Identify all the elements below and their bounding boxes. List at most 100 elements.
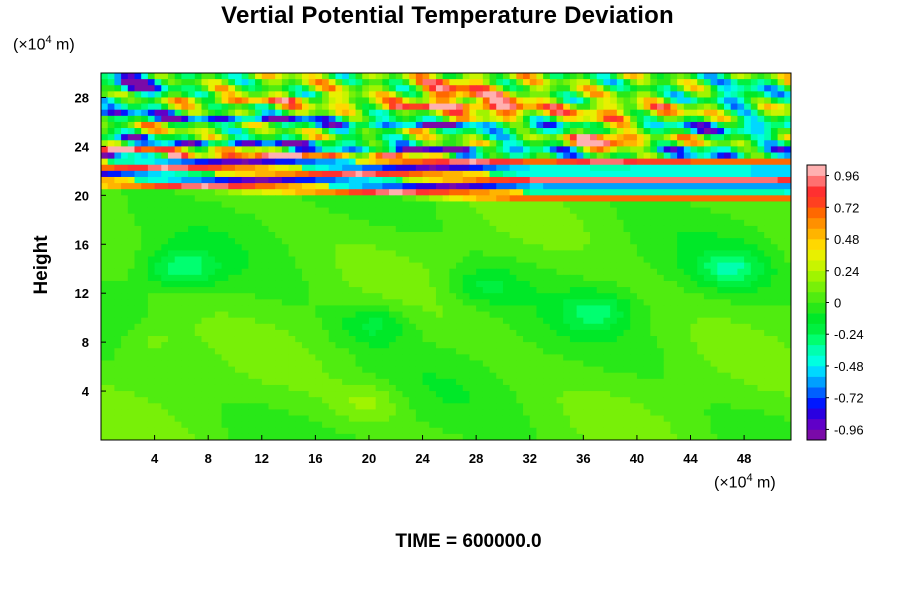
heatmap-cell (241, 348, 249, 355)
heatmap-cell (757, 262, 765, 270)
heatmap-cell (697, 134, 705, 141)
heatmap-cell (288, 152, 296, 160)
heatmap-cell (643, 73, 651, 80)
heatmap-cell (569, 97, 578, 104)
heatmap-cell (784, 170, 792, 178)
heatmap-cell (241, 152, 249, 160)
heatmap-cell (449, 232, 457, 239)
heatmap-cell (603, 85, 611, 92)
heatmap-cell (368, 225, 377, 233)
heatmap-cell (469, 134, 477, 141)
heatmap-cell (429, 207, 437, 215)
heatmap-cell (643, 85, 651, 92)
heatmap-cell (757, 170, 765, 178)
heatmap-cell (730, 201, 738, 208)
heatmap-cell (616, 195, 624, 202)
heatmap-cell (248, 201, 256, 208)
heatmap-cell (161, 115, 169, 123)
heatmap-cell (127, 158, 135, 166)
heatmap-cell (328, 85, 336, 92)
heatmap-cell (161, 140, 169, 147)
heatmap-cell (710, 274, 718, 282)
heatmap-cell (563, 91, 571, 98)
heatmap-cell (703, 189, 712, 196)
heatmap-cell (556, 134, 564, 141)
heatmap-cell (255, 366, 263, 374)
heatmap-cell (214, 342, 222, 349)
heatmap-cell (228, 91, 236, 98)
heatmap-cell (134, 238, 142, 245)
heatmap-cell (744, 311, 752, 319)
heatmap-cell (328, 109, 336, 117)
heatmap-cell (422, 305, 430, 312)
heatmap-cell (281, 158, 289, 166)
heatmap-cell (127, 293, 135, 300)
heatmap-cell (375, 305, 383, 312)
heatmap-cell (281, 97, 289, 104)
heatmap-cell (114, 85, 122, 92)
heatmap-cell (422, 146, 430, 153)
heatmap-cell (141, 73, 149, 80)
heatmap-cell (476, 152, 484, 160)
heatmap-cell (590, 250, 598, 257)
heatmap-cell (141, 317, 149, 325)
heatmap-cell (770, 103, 778, 111)
heatmap-cell (710, 73, 718, 80)
heatmap-cell (703, 342, 712, 349)
heatmap-cell (536, 73, 544, 80)
heatmap-cell (141, 244, 149, 251)
heatmap-cell (610, 256, 618, 264)
heatmap-cell (281, 274, 289, 282)
heatmap-cell (710, 232, 718, 239)
heatmap-cell (623, 268, 631, 276)
heatmap-cell (462, 360, 470, 367)
heatmap-cell (750, 274, 758, 282)
heatmap-cell (663, 183, 671, 190)
heatmap-cell (529, 250, 537, 257)
heatmap-cell (462, 97, 470, 104)
heatmap-cell (114, 219, 122, 227)
heatmap-cell (375, 146, 383, 153)
heatmap-cell (107, 121, 115, 129)
heatmap-cell (147, 256, 155, 264)
heatmap-cell (543, 109, 551, 117)
heatmap-cell (121, 256, 129, 264)
heatmap-cell (777, 225, 785, 233)
heatmap-cell (375, 348, 383, 355)
heatmap-cell (422, 140, 430, 147)
heatmap-cell (167, 91, 176, 98)
heatmap-cell (744, 225, 752, 233)
heatmap-cell (603, 256, 611, 264)
heatmap-cell (201, 219, 209, 227)
heatmap-cell (295, 201, 303, 208)
heatmap-cell (315, 268, 323, 276)
heatmap-cell (382, 366, 390, 374)
heatmap-cell (328, 305, 336, 312)
heatmap-cell (134, 73, 142, 80)
heatmap-cell (462, 183, 470, 190)
heatmap-cell (389, 348, 397, 355)
heatmap-cell (322, 311, 330, 319)
heatmap-cell (382, 250, 390, 257)
heatmap-cell (301, 232, 310, 239)
heatmap-cell (348, 115, 356, 123)
heatmap-cell (563, 195, 571, 202)
heatmap-cell (368, 250, 377, 257)
heatmap-cell (348, 280, 356, 288)
heatmap-cell (543, 103, 551, 111)
heatmap-cell (348, 207, 356, 215)
heatmap-cell (476, 256, 484, 264)
heatmap-cell (154, 146, 162, 153)
heatmap-cell (208, 189, 216, 196)
heatmap-cell (121, 219, 129, 227)
heatmap-cell (348, 146, 356, 153)
heatmap-cell (208, 121, 216, 129)
heatmap-cell (670, 164, 678, 172)
heatmap-cell (616, 73, 624, 80)
heatmap-cell (368, 299, 377, 306)
heatmap-cell (630, 311, 638, 319)
heatmap-cell (368, 85, 377, 92)
heatmap-cell (717, 103, 725, 111)
heatmap-cell (248, 238, 256, 245)
heatmap-cell (194, 164, 202, 172)
